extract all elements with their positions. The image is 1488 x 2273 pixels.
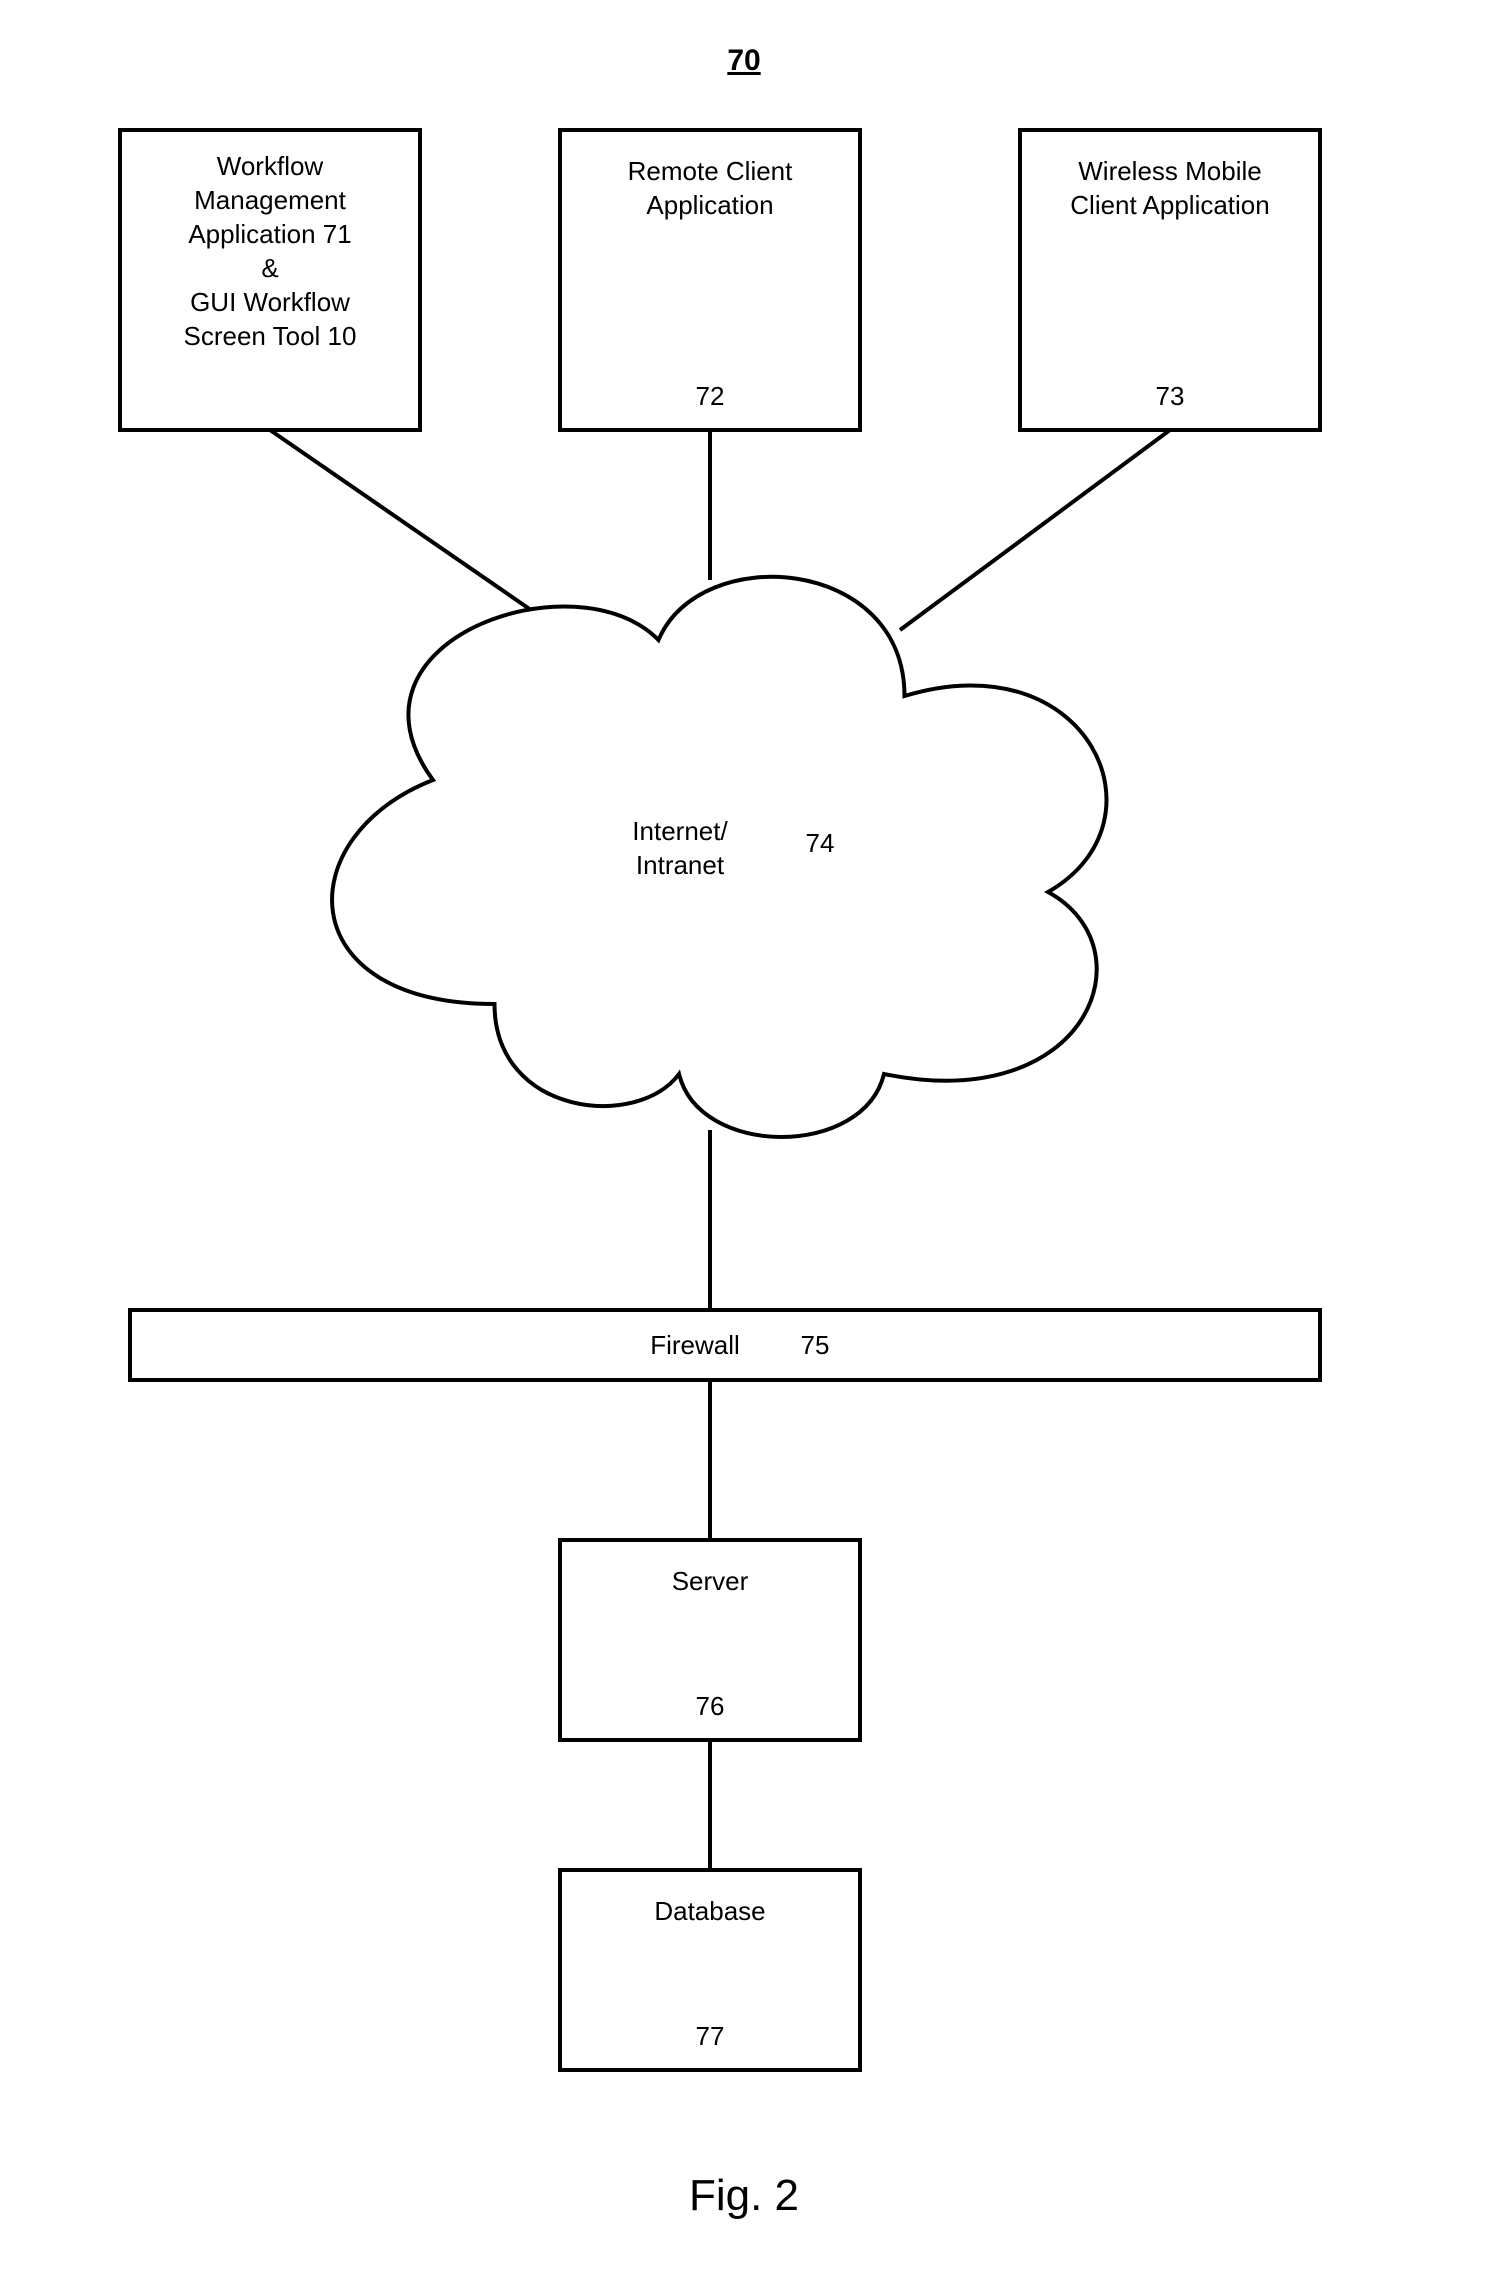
svg-text:GUI Workflow: GUI Workflow bbox=[190, 287, 350, 317]
svg-text:77: 77 bbox=[696, 2021, 725, 2051]
svg-text:Remote Client: Remote Client bbox=[628, 156, 794, 186]
svg-text:Client Application: Client Application bbox=[1070, 190, 1269, 220]
svg-text:Wireless Mobile: Wireless Mobile bbox=[1078, 156, 1262, 186]
diagram-title: 70 bbox=[727, 44, 760, 77]
svg-text:76: 76 bbox=[696, 1691, 725, 1721]
svg-text:Management: Management bbox=[194, 185, 347, 215]
svg-text:74: 74 bbox=[806, 828, 835, 858]
svg-text:75: 75 bbox=[801, 1330, 830, 1360]
svg-text:Application 71: Application 71 bbox=[188, 219, 351, 249]
svg-text:Database: Database bbox=[654, 1896, 765, 1926]
svg-text:Screen Tool 10: Screen Tool 10 bbox=[184, 321, 357, 351]
figure-label: Fig. 2 bbox=[689, 2171, 799, 2220]
svg-text:Server: Server bbox=[672, 1566, 749, 1596]
svg-text:72: 72 bbox=[696, 381, 725, 411]
svg-text:&: & bbox=[261, 253, 278, 283]
svg-text:Intranet: Intranet bbox=[636, 850, 725, 880]
svg-text:Firewall: Firewall bbox=[650, 1330, 740, 1360]
svg-text:Application: Application bbox=[646, 190, 773, 220]
svg-text:Internet/: Internet/ bbox=[632, 816, 728, 846]
svg-text:Workflow: Workflow bbox=[217, 151, 324, 181]
svg-text:73: 73 bbox=[1156, 381, 1185, 411]
